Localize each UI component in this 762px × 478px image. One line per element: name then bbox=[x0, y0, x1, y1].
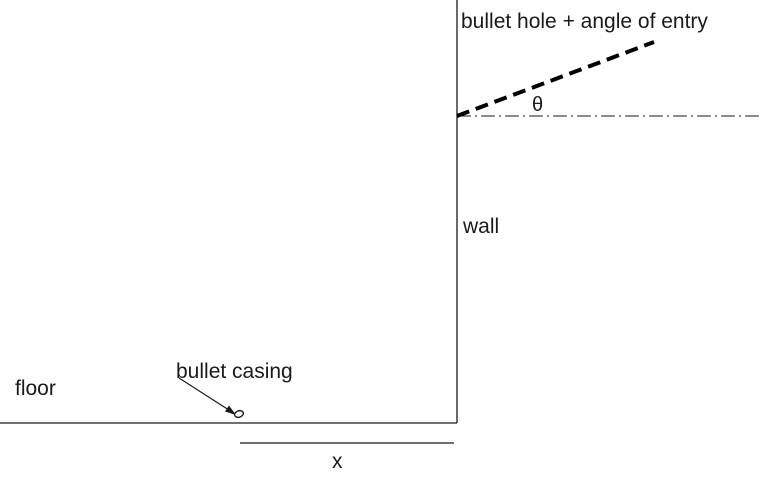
floor-label: floor bbox=[15, 377, 56, 400]
bullet-casing-icon bbox=[233, 409, 245, 419]
theta-label: θ bbox=[532, 94, 543, 116]
casing-pointer-arrowhead bbox=[225, 405, 236, 415]
wall-label: wall bbox=[462, 215, 499, 238]
casing-pointer-line bbox=[178, 377, 233, 413]
bullet-hole-label: bullet hole + angle of entry bbox=[461, 10, 708, 33]
bullet-casing-label: bullet casing bbox=[176, 360, 293, 383]
x-label: x bbox=[332, 450, 343, 473]
bullet-trajectory-line bbox=[456, 40, 655, 118]
